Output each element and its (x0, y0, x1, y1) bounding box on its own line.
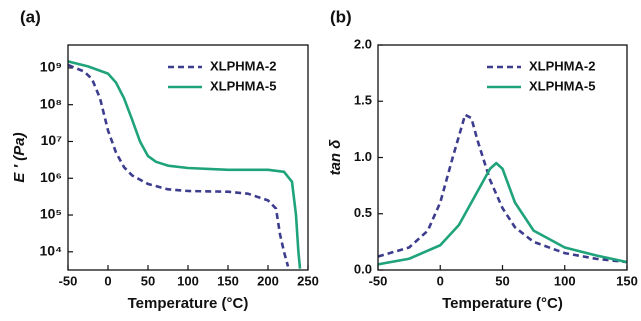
x-tick-label: 200 (257, 273, 279, 288)
x-tick-label: -50 (59, 273, 78, 288)
x-tick-label: 150 (616, 273, 638, 288)
x-tick-label: 50 (141, 273, 155, 288)
x-axis-label: Temperature (°C) (442, 295, 563, 312)
x-tick-label: 100 (177, 273, 199, 288)
y-tick-label: 1.0 (354, 149, 372, 164)
x-axis-label: Temperature (°C) (128, 295, 249, 312)
panel-label: (b) (330, 7, 352, 26)
series-line (378, 113, 627, 264)
x-tick-label: 150 (217, 273, 239, 288)
panel-label: (a) (20, 7, 41, 26)
plot-frame (67, 44, 309, 271)
x-tick-label: 0 (104, 273, 111, 288)
legend-label: XLPHMA-2 (529, 58, 595, 73)
y-tick-label: 2.0 (354, 36, 372, 51)
legend-label: XLPHMA-2 (210, 58, 276, 73)
y-tick-label: 10⁶ (40, 169, 62, 185)
series-line (68, 60, 302, 269)
y-tick-label: 1.5 (354, 93, 372, 108)
legend-label: XLPHMA-5 (529, 78, 595, 93)
series-line (378, 161, 627, 266)
y-tick-label: 10⁵ (40, 206, 62, 222)
x-tick-label: 100 (554, 273, 576, 288)
y-axis-label: E ′ (Pa) (11, 132, 28, 182)
y-tick-label: 10⁸ (40, 95, 62, 111)
x-tick-label: -50 (369, 273, 388, 288)
legend-label: XLPHMA-5 (210, 78, 276, 93)
y-tick-label: 10⁷ (41, 132, 63, 148)
x-tick-label: 250 (297, 273, 319, 288)
plot-frame (377, 44, 628, 271)
y-tick-label: 10⁴ (40, 243, 63, 259)
y-tick-label: 0.5 (354, 205, 372, 220)
series-line (68, 63, 290, 267)
y-tick-label: 10⁹ (40, 59, 62, 75)
x-tick-label: 50 (495, 273, 509, 288)
y-axis-label: tan δ (327, 139, 344, 176)
x-tick-label: 0 (437, 273, 444, 288)
y-tick-label: 0.0 (354, 261, 372, 276)
